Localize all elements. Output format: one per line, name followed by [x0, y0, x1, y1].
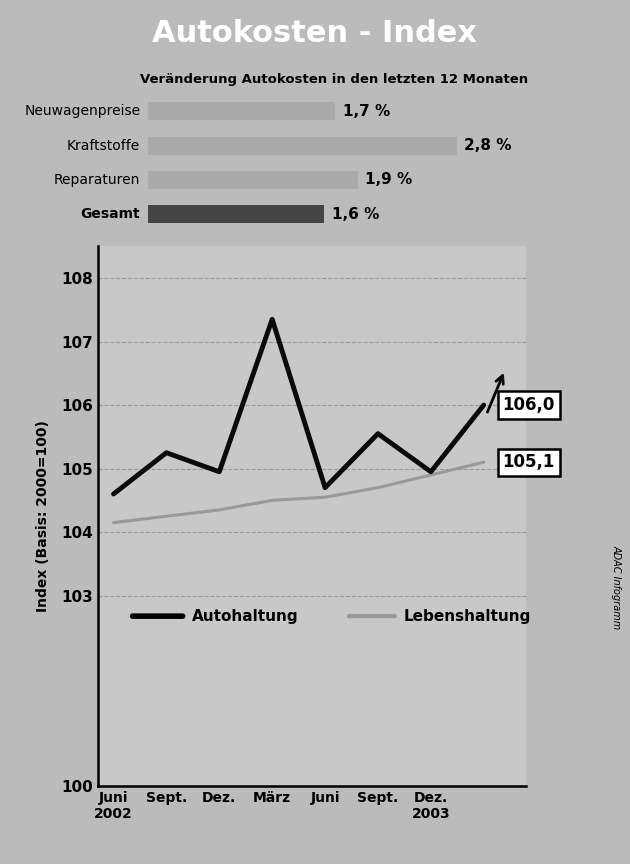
Text: Gesamt: Gesamt — [81, 207, 140, 221]
Text: Autohaltung: Autohaltung — [192, 608, 299, 624]
Bar — [148, 206, 324, 223]
Text: 105,1: 105,1 — [503, 454, 555, 471]
Bar — [148, 137, 457, 155]
Text: 106,0: 106,0 — [503, 396, 555, 414]
Text: Reparaturen: Reparaturen — [54, 173, 140, 187]
Bar — [148, 102, 336, 120]
Bar — [148, 171, 358, 189]
Text: 1,7 %: 1,7 % — [343, 104, 391, 118]
Text: Autokosten - Index: Autokosten - Index — [152, 19, 478, 48]
Text: 2,8 %: 2,8 % — [464, 138, 512, 153]
Text: ADAC Infogramm: ADAC Infogramm — [611, 545, 621, 630]
Text: Neuwagenpreise: Neuwagenpreise — [24, 105, 140, 118]
Y-axis label: Index (Basis: 2000=100): Index (Basis: 2000=100) — [36, 420, 50, 613]
Text: 1,9 %: 1,9 % — [365, 173, 413, 187]
Text: Lebenshaltung: Lebenshaltung — [404, 608, 531, 624]
Text: Kraftstoffe: Kraftstoffe — [67, 138, 140, 153]
Text: 1,6 %: 1,6 % — [332, 206, 379, 222]
Text: Veränderung Autokosten in den letzten 12 Monaten: Veränderung Autokosten in den letzten 12… — [140, 73, 529, 86]
